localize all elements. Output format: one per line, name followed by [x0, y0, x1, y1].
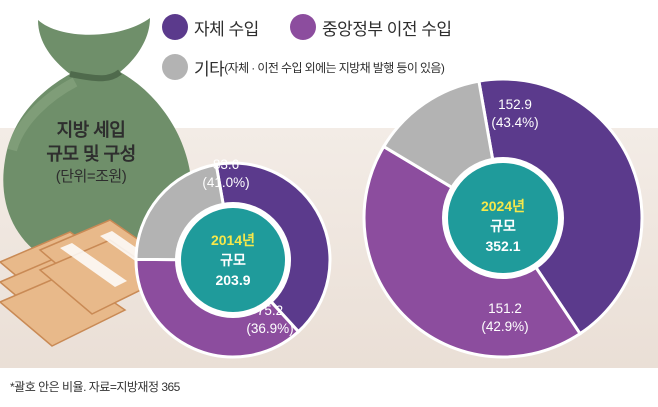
- slice-pct-2014-own: (41.0%): [202, 175, 250, 190]
- center-total-2024: 352.1: [485, 238, 521, 254]
- legend-label-other: 기타: [194, 59, 225, 79]
- slice-pct-2024-own: (43.4%): [491, 115, 539, 130]
- center-label-2024: 규모: [490, 218, 516, 234]
- legend-label-own: 자체 수입: [194, 19, 259, 39]
- center-year-2014: 2014년: [210, 232, 256, 248]
- center-text-2024: 2024년 규모 352.1: [453, 196, 553, 256]
- slice-label-2014-central: 75.2 (36.9%): [240, 302, 300, 338]
- legend-item-own: 자체 수입: [162, 14, 259, 40]
- slice-label-2024-own: 152.9 (43.4%): [480, 96, 550, 132]
- legend-item-other: 기타 (자체 · 이전 수입 외에는 지방채 발행 등이 있음): [162, 54, 445, 80]
- slice-value-2024-own: 152.9: [498, 97, 532, 112]
- slice-value-2014-central: 75.2: [256, 303, 284, 318]
- money-bag-illustration: [0, 18, 192, 347]
- slice-value-2014-own: 83.6: [212, 157, 240, 172]
- chart-title-line2: 규모 및 구성: [46, 144, 136, 164]
- legend-swatch-central: [290, 14, 316, 40]
- legend-swatch-other: [162, 54, 188, 80]
- slice-pct-2014-central: (36.9%): [246, 321, 294, 336]
- slice-value-2024-central: 151.2: [488, 301, 522, 316]
- center-total-2014: 203.9: [215, 272, 251, 288]
- legend-item-central: 중앙정부 이전 수입: [290, 14, 452, 40]
- center-circle-2014: [181, 208, 285, 312]
- footnote: *괄호 안은 비율. 자료=지방재정 365: [10, 380, 180, 394]
- pie-2014: [134, 161, 332, 359]
- center-circle-2024: [448, 163, 558, 273]
- legend-label-central: 중앙정부 이전 수입: [322, 19, 452, 39]
- legend-note-other: (자체 · 이전 수입 외에는 지방채 발행 등이 있음): [224, 60, 445, 75]
- chart-title-block: 지방 세입 규모 및 구성 (단위=조원): [16, 118, 166, 188]
- chart-title-line1: 지방 세입: [56, 120, 126, 140]
- legend-swatch-own: [162, 14, 188, 40]
- center-text-2014: 2014년 규모 203.9: [183, 230, 283, 290]
- pie-2024: [362, 77, 644, 359]
- center-label-2014: 규모: [220, 252, 246, 268]
- slice-pct-2024-central: (42.9%): [481, 319, 529, 334]
- slice-label-2024-central: 151.2 (42.9%): [470, 300, 540, 336]
- center-year-2024: 2024년: [480, 198, 526, 214]
- chart-unit: (단위=조원): [55, 168, 127, 185]
- slice-label-2014-own: 83.6 (41.0%): [196, 156, 256, 192]
